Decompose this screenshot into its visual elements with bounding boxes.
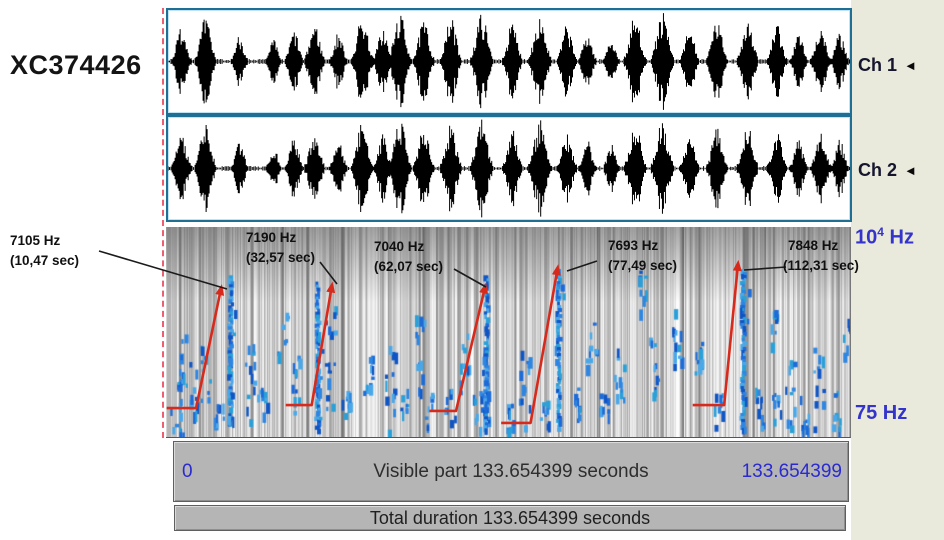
annotation-time: (77,49 sec) (608, 257, 678, 273)
annotation-frequency: 7190 Hz (246, 230, 297, 245)
waveform-graphic-ch2 (168, 119, 850, 218)
channel-1-label: Ch 1 ◄ (858, 55, 917, 76)
right-gutter (851, 0, 944, 540)
annotation-frequency: 7040 Hz (374, 239, 425, 254)
annotation-time: (10,47 sec) (10, 252, 80, 268)
freq-annotation-2: 7190 Hz (32,57 sec) (246, 228, 315, 267)
recording-id-label: XC374426 (10, 50, 142, 80)
total-duration-bar: Total duration 133.654399 seconds (174, 505, 846, 531)
freq-annotation-4: 7693 Hz (77,49 sec) (608, 236, 677, 275)
freq-annotation-5: 7848 Hz (112,31 sec) (783, 236, 859, 275)
freq-annotation-3: 7040 Hz (62,07 sec) (374, 237, 443, 276)
waveform-channel-2[interactable] (166, 115, 852, 222)
annotation-time: (32,57 sec) (246, 249, 316, 265)
annotation-frequency: 7848 Hz (788, 238, 839, 253)
visible-start-value: 0 (182, 460, 193, 482)
annotation-time: (112,31 sec) (783, 257, 859, 273)
speaker-icon-ch1[interactable]: ◄ (904, 58, 917, 73)
playback-cursor-line (162, 8, 164, 438)
annotation-frequency: 7693 Hz (608, 238, 659, 253)
channel-2-name: Ch 2 (858, 160, 898, 180)
visible-end-value: 133.654399 (741, 460, 842, 482)
total-duration-label: Total duration 133.654399 seconds (369, 507, 651, 528)
freq-annotation-1: 7105 Hz (10,47 sec) (10, 231, 79, 270)
annotation-time: (62,07 sec) (374, 258, 444, 274)
annotation-frequency: 7105 Hz (10, 233, 61, 248)
speaker-icon-ch2[interactable]: ◄ (904, 163, 917, 178)
freq-max-base: 10 (855, 226, 878, 249)
freq-max-exponent: 4 (877, 225, 884, 239)
waveform-channel-1[interactable] (166, 8, 852, 115)
waveform-graphic-ch1 (168, 13, 850, 110)
freq-axis-max-label: 104 Hz (855, 225, 914, 250)
channel-1-name: Ch 1 (858, 55, 898, 75)
freq-max-unit: Hz (883, 226, 914, 249)
freq-axis-min-label: 75 Hz (855, 402, 908, 424)
visible-part-bar[interactable]: 0 Visible part 133.654399 seconds 133.65… (173, 441, 849, 502)
channel-2-label: Ch 2 ◄ (858, 160, 917, 181)
visible-part-label: Visible part 133.654399 seconds (373, 460, 649, 482)
